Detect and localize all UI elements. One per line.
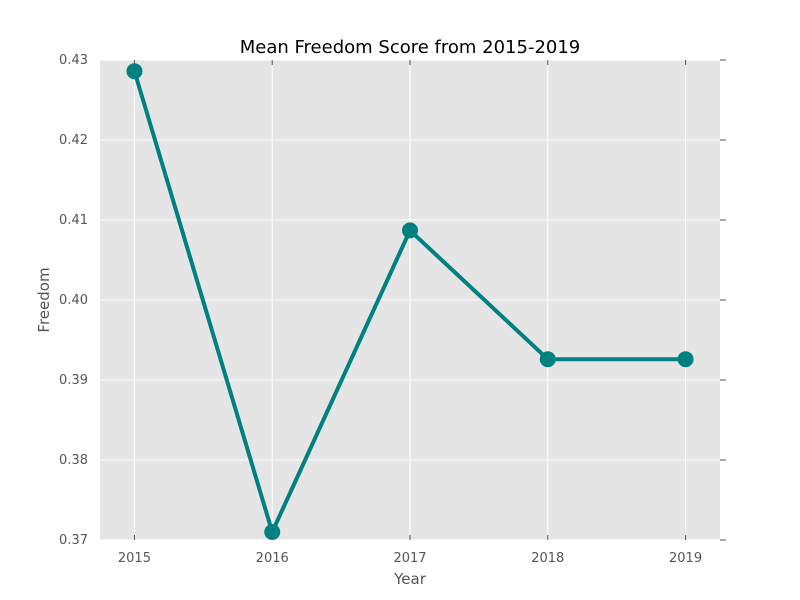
y-tick-label: 0.38: [59, 453, 88, 468]
data-point: [678, 352, 693, 367]
x-tick-label: 2015: [118, 551, 151, 566]
y-tick-label: 0.43: [59, 53, 88, 68]
data-point: [127, 64, 142, 79]
data-point: [403, 223, 418, 238]
y-axis-title: Freedom: [35, 267, 53, 332]
x-tick-labels: 2015 2016 2017 2018 2019: [118, 551, 702, 566]
x-axis-title: Year: [393, 570, 427, 588]
x-tick-label: 2018: [531, 551, 564, 566]
y-tick-label: 0.39: [59, 373, 88, 388]
y-tick-label: 0.42: [59, 133, 88, 148]
y-tick-label: 0.41: [59, 213, 88, 228]
y-tick-label: 0.37: [59, 533, 88, 548]
x-tick-label: 2017: [393, 551, 426, 566]
y-tick-label: 0.40: [59, 293, 88, 308]
y-tick-labels: 0.37 0.38 0.39 0.40 0.41 0.42 0.43: [59, 53, 88, 548]
x-tick-label: 2016: [256, 551, 289, 566]
data-point: [540, 352, 555, 367]
x-tick-label: 2019: [669, 551, 702, 566]
chart-title: Mean Freedom Score from 2015-2019: [240, 37, 581, 58]
data-point: [265, 525, 280, 540]
